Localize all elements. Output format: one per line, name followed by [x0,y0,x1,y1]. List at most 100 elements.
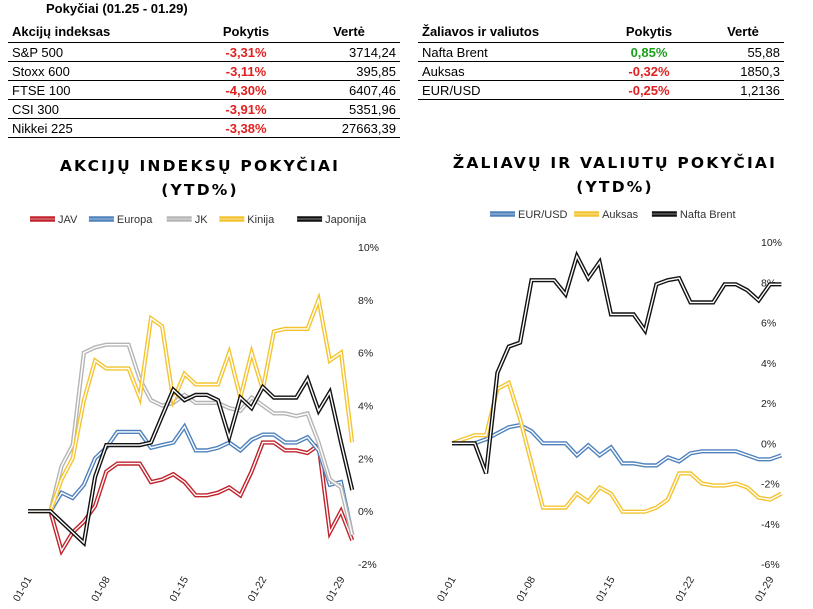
y-tick-label: 6% [358,348,373,360]
series-line-inner [28,441,353,553]
series-line-auksas [451,379,783,514]
y-tick-label: 10% [358,242,379,254]
row-name: FTSE 100 [8,80,194,100]
row-name: Stoxx 600 [8,61,194,81]
series-line-inner [452,424,782,467]
row-change: 0,85% [596,42,702,62]
table-row: FTSE 100 -4,30% 6407,46 [8,80,400,100]
row-value: 27663,39 [298,118,400,138]
column-header-name: Akcijų indeksas [8,20,194,43]
chart-title-line2: (YTD%) [161,181,239,199]
row-change: -3,91% [194,99,298,119]
x-tick-label: 01-22 [246,574,270,603]
series-line-inner [28,425,353,536]
y-tick-label: 2% [358,453,373,465]
series-line-kinija [28,292,355,514]
chart-title-line2: (YTD%) [576,178,654,196]
x-tick-label: 01-08 [514,574,538,603]
row-name: Auksas [418,61,596,81]
row-value: 3714,24 [298,42,400,62]
y-tick-label: -2% [358,559,377,571]
legend-label: JAV [58,214,78,226]
row-name: Nafta Brent [418,42,596,62]
y-tick-label: 10% [761,237,782,249]
column-header-value: Vertė [298,20,400,43]
legend-label: Kinija [247,214,275,226]
y-tick-label: -2% [761,479,780,491]
table-row: CSI 300 -3,91% 5351,96 [8,99,400,119]
chart-title-indices: AKCIJŲ INDEKSŲ POKYČIAI (YTD%) [30,154,370,202]
row-name: EUR/USD [418,80,596,100]
row-name: CSI 300 [8,99,194,119]
x-tick-label: 01-15 [167,574,191,603]
series-line-inner [452,254,782,474]
row-change: -0,32% [596,61,702,81]
legend-item-jav: JAV [30,214,78,226]
table-row: EUR/USD -0,25% 1,2136 [418,80,784,100]
indices-line-chart: JAV Europa JK Kinija Japonija -2% 0% 2% 4% 6% 8% 10… [11,214,379,604]
legend-label: Japonija [325,214,367,226]
y-tick-label: -4% [761,519,780,531]
series-line-inner [451,381,782,513]
indices-table: Akcijų indeksas Pokytis Vertė S&P 500 -3,… [8,20,400,138]
chart-title-commodities: ŽALIAVŲ IR VALIUTŲ POKYČIAI (YTD%) [440,151,790,199]
series-line-outer [451,379,783,514]
x-tick-label: 01-29 [753,574,777,603]
table-row: S&P 500 -3,31% 3714,24 [8,42,400,62]
row-change: -3,31% [194,42,298,62]
series-line-eur-usd [452,422,783,468]
legend-item-europa: Europa [88,214,153,226]
y-tick-label: 6% [761,318,776,330]
table-row: Nikkei 225 -3,38% 27663,39 [8,118,400,138]
y-tick-label: 4% [761,358,776,370]
series-line-inner [28,297,353,512]
series-line-europa [28,422,355,536]
legend-label: Europa [117,214,153,226]
row-change: -0,25% [596,80,702,100]
row-value: 395,85 [298,61,400,81]
series-line-nafta-brent [452,250,782,475]
column-header-name: Žaliavos ir valiutos [418,20,596,43]
legend-label: Nafta Brent [680,209,736,221]
page-title: Pokyčiai (01.25 - 01.29) [46,1,188,16]
legend-label: JK [195,214,209,226]
table-row: Nafta Brent 0,85% 55,88 [418,42,784,62]
y-tick-label: 0% [761,438,776,450]
y-tick-label: 2% [761,398,776,410]
row-value: 6407,46 [298,80,400,100]
row-change: -3,11% [194,61,298,81]
row-value: 1850,3 [702,61,784,81]
row-change: -4,30% [194,80,298,100]
row-name: Nikkei 225 [8,118,194,138]
legend-label: EUR/USD [518,209,568,221]
row-name: S&P 500 [8,42,194,62]
column-header-change: Pokytis [596,20,702,43]
x-tick-label: 01-15 [594,574,618,603]
legend-item-nafta-brent: Nafta Brent [651,209,736,221]
series-line-japonija [28,374,355,548]
row-change: -3,38% [194,118,298,138]
table-row: Stoxx 600 -3,11% 395,85 [8,61,400,81]
commodities-line-chart: EUR/USD Auksas Nafta Brent -6% -4% -2% 0% 2% 4% 6… [435,209,783,604]
table-row: Auksas -0,32% 1850,3 [418,61,784,81]
commodities-table: Žaliavos ir valiutos Pokytis Vertė Nafta… [418,20,784,100]
table-header-row: Žaliavos ir valiutos Pokytis Vertė [418,20,784,43]
series-line-inner [28,377,353,545]
column-header-value: Vertė [702,20,784,43]
legend-item-japonija: Japonija [297,214,367,226]
legend-label: Auksas [602,209,639,221]
series-line-jav [28,440,355,557]
row-value: 5351,96 [298,99,400,119]
row-value: 55,88 [702,42,784,62]
y-tick-label: -6% [761,559,780,571]
table-header-row: Akcijų indeksas Pokytis Vertė [8,20,400,43]
x-tick-label: 01-01 [435,574,459,603]
legend-item-jk: JK [166,214,209,226]
column-header-change: Pokytis [194,20,298,43]
chart-title-line1: AKCIJŲ INDEKSŲ POKYČIAI [59,157,341,175]
x-tick-label: 01-08 [89,574,113,603]
legend-item-kinija: Kinija [219,214,275,226]
x-tick-label: 01-22 [673,574,697,603]
y-tick-label: 8% [358,295,373,307]
legend-item-eur-usd: EUR/USD [490,209,568,221]
